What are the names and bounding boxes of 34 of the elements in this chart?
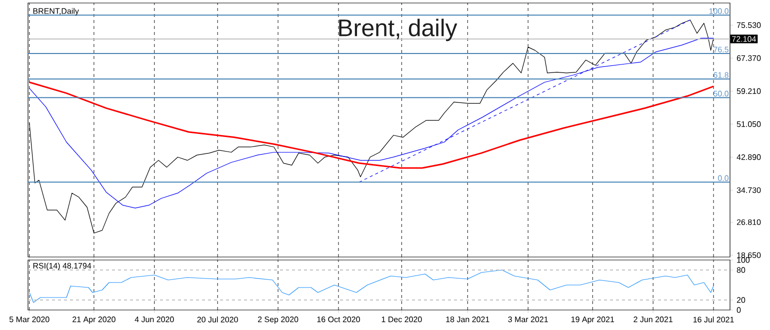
y-tick-label: 100 [737,257,750,263]
x-tick-label: 2 Jun 2021 [634,316,672,322]
y-tick-label: 42.890 [736,154,761,160]
line-series [28,82,714,169]
y-tick-label: 18.650 [737,252,761,258]
x-tick-label: 19 Apr 2021 [571,316,614,324]
y-tick-label: 75.530 [736,22,761,28]
y-tick-label: 59.210 [736,88,761,94]
x-tick-label: 5 Mar 2020 [9,316,50,322]
x-tick-label: 3 Mar 2021 [508,316,548,322]
y-tick-label: 0 [736,307,741,313]
text: BRENT,Daily [33,8,79,16]
y-tick-label: 20 [736,297,746,303]
chart-title: RSI(14) 48.1794 [33,262,92,270]
x-tick-label: 21 Apr 2020 [72,316,116,324]
x-tick-label: 18 Jan 2021 [446,316,490,322]
y-tick-label: 67.370 [736,55,761,61]
x-tick-label: 1 Dec 2020 [382,316,422,322]
annotation: 100.0 [709,8,728,14]
annotation: 50.0 [714,90,728,96]
ref-line-label: 72.104 [732,36,756,42]
x-tick-label: 4 Jun 2020 [134,316,174,322]
x-tick-label: 2 Sep 2020 [258,316,298,324]
y-tick-label: 26.810 [736,219,761,226]
annotation: 76.5 [714,46,728,52]
annotation: 0.0 [718,175,728,181]
annotation: 61.8 [714,72,728,78]
y-tick-label: 51.050 [736,121,761,127]
y-tick-label: 34.730 [736,187,761,193]
x-tick-label: 20 Jul 2020 [197,316,238,322]
x-tick-label: 16 Oct 2020 [317,316,360,322]
text: Brent, daily [339,18,458,42]
y-tick-label: 80 [736,267,746,273]
x-tick-label: 16 Jul 2021 [693,316,734,322]
